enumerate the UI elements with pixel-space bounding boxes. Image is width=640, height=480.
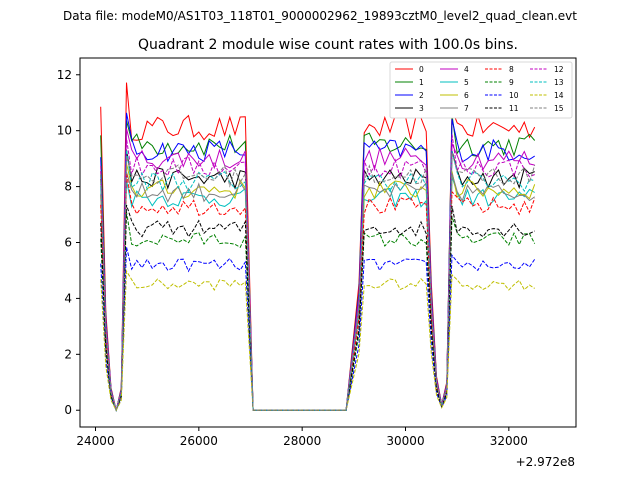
legend-label-15: 15 xyxy=(554,104,564,113)
x-tick-label: 30000 xyxy=(386,434,424,448)
legend-label-6: 6 xyxy=(464,91,469,100)
legend-label-13: 13 xyxy=(554,78,564,87)
series-line-14 xyxy=(100,269,535,412)
chart-title: Quadrant 2 module wise count rates with … xyxy=(138,37,518,53)
plot-area xyxy=(80,58,576,427)
legend-label-1: 1 xyxy=(419,78,424,87)
legend-label-5: 5 xyxy=(464,78,469,87)
legend-label-0: 0 xyxy=(419,65,424,74)
x-tick-label: 28000 xyxy=(283,434,321,448)
y-tick-label: 8 xyxy=(64,180,72,194)
y-tick-label: 6 xyxy=(64,236,72,250)
series-line-15 xyxy=(100,152,536,413)
series-layer xyxy=(100,82,536,413)
legend-label-7: 7 xyxy=(464,104,469,113)
legend-label-2: 2 xyxy=(419,91,424,100)
figure-suptitle: Data file: modeM0/AS1T03_118T01_90000029… xyxy=(63,9,577,23)
y-tick-label: 10 xyxy=(57,124,72,138)
x-tick-label: 24000 xyxy=(76,434,114,448)
y-tick-label: 12 xyxy=(57,68,72,82)
series-line-13 xyxy=(100,149,535,413)
x-offset-label: +2.972e8 xyxy=(516,455,575,469)
legend-label-9: 9 xyxy=(509,78,514,87)
legend-label-14: 14 xyxy=(554,91,564,100)
y-tick-label: 0 xyxy=(64,403,72,417)
y-tick-label: 4 xyxy=(64,291,72,305)
x-tick-label: 26000 xyxy=(180,434,218,448)
y-tick-label: 2 xyxy=(64,347,72,361)
x-tick-label: 32000 xyxy=(490,434,528,448)
legend-label-4: 4 xyxy=(464,65,469,74)
series-line-9 xyxy=(100,212,536,412)
legend-box xyxy=(389,61,573,119)
legend-label-11: 11 xyxy=(509,104,519,113)
legend-label-10: 10 xyxy=(509,91,519,100)
legend-label-8: 8 xyxy=(509,65,514,74)
legend-label-12: 12 xyxy=(554,65,564,74)
legend-label-3: 3 xyxy=(419,104,424,113)
